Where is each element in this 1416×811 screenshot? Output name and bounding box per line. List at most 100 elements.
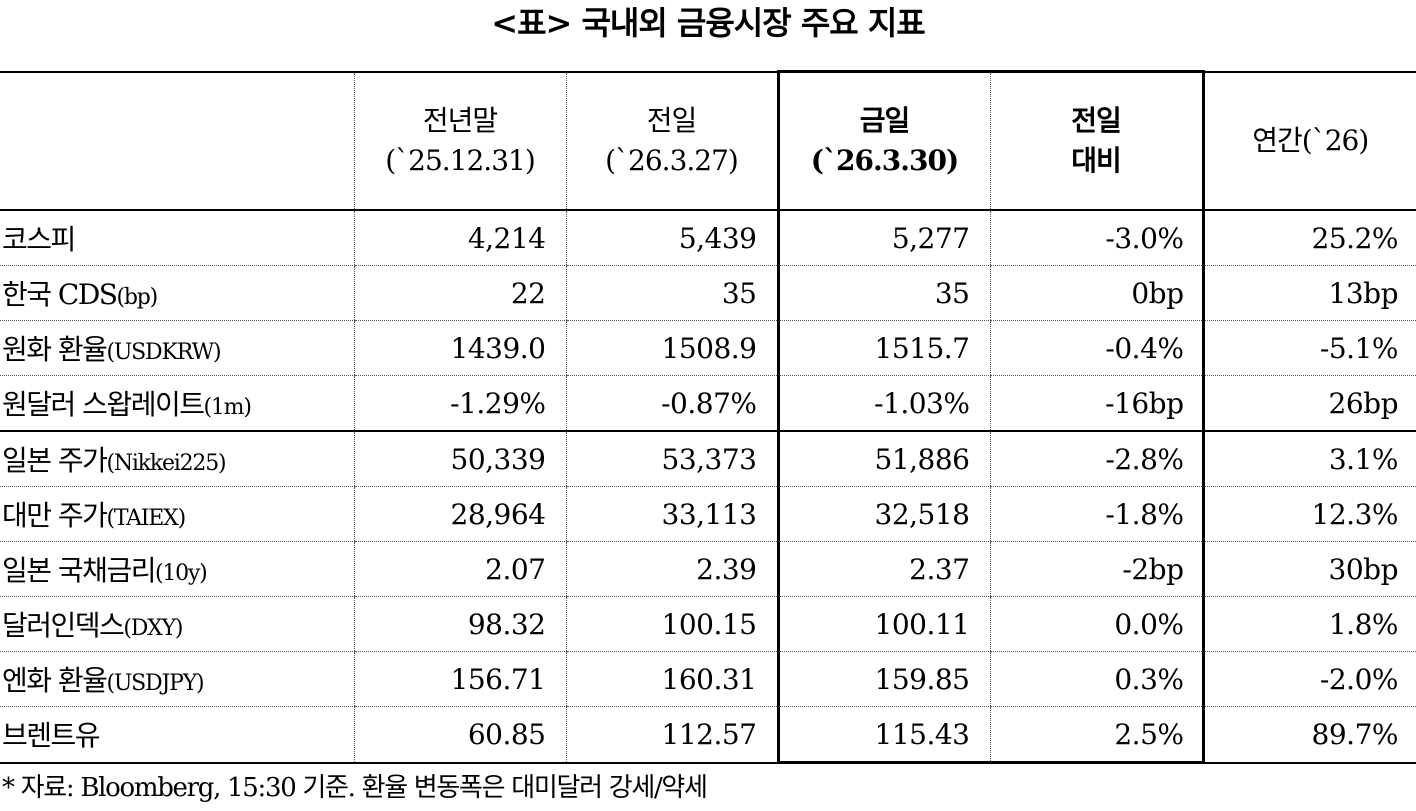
table-row: 브렌트유 60.85 112.57 115.43 2.5% 89.7% — [0, 706, 1416, 764]
cell-day-change: -0.4% — [989, 320, 1205, 376]
cell-today: 32,518 — [776, 486, 990, 542]
row-label: 대만 주가(TAIEX) — [0, 486, 354, 542]
table-header-row: 전년말 (`25.12.31) 전일 (`26.3.27) 금일 (`26.3.… — [0, 70, 1416, 211]
header-prev-day: 전일 (`26.3.27) — [565, 70, 778, 211]
cell-prev-year-end: 28,964 — [353, 486, 566, 542]
cell-day-change: 0.0% — [989, 596, 1205, 652]
cell-prev-day: 100.15 — [565, 596, 778, 652]
cell-today: 35 — [776, 265, 990, 321]
cell-day-change: -16bp — [989, 375, 1205, 432]
cell-prev-year-end: 60.85 — [353, 706, 566, 764]
row-unit: (TAIEX) — [106, 506, 186, 531]
cell-today: 100.11 — [776, 596, 990, 652]
row-label: 원화 환율(USDKRW) — [0, 320, 354, 376]
table-row: 코스피 4,214 5,439 5,277 -3.0% 25.2% — [0, 210, 1416, 266]
table-row: 한국 CDS(bp) 22 35 35 0bp 13bp — [0, 265, 1416, 321]
row-name: 대만 주가 — [2, 499, 108, 532]
cell-prev-day: 53,373 — [565, 431, 778, 487]
cell-ytd: 1.8% — [1202, 596, 1416, 652]
cell-ytd: -5.1% — [1202, 320, 1416, 376]
row-label: 브렌트유 — [0, 706, 354, 764]
table-row: 일본 주가(Nikkei225) 50,339 53,373 51,886 -2… — [0, 431, 1416, 487]
row-name: 일본 국채금리 — [2, 554, 156, 587]
table-row: 일본 국채금리(10y) 2.07 2.39 2.37 -2bp 30bp — [0, 541, 1416, 597]
row-unit: (USDJPY) — [106, 671, 204, 696]
header-ytd-line1: 연간(`26) — [1252, 123, 1369, 157]
cell-today: 1515.7 — [776, 320, 990, 376]
cell-prev-day: 2.39 — [565, 541, 778, 597]
row-unit: (Nikkei225) — [106, 451, 226, 476]
table-row: 원달러 스왑레이트(1m) -1.29% -0.87% -1.03% -16bp… — [0, 375, 1416, 432]
cell-ytd: 12.3% — [1202, 486, 1416, 542]
row-name: 원화 환율 — [2, 333, 108, 366]
header-today-line2: (`26.3.30) — [810, 144, 959, 177]
row-unit: (10y) — [154, 561, 208, 586]
cell-today: 5,277 — [776, 210, 990, 266]
header-prev-day-line2: (`26.3.27) — [605, 143, 739, 177]
financial-indicators-table: 전년말 (`25.12.31) 전일 (`26.3.27) 금일 (`26.3.… — [0, 70, 1416, 764]
cell-ytd: 13bp — [1202, 265, 1416, 321]
row-name: 코스피 — [2, 223, 76, 256]
cell-day-change: 0bp — [989, 265, 1205, 321]
row-label: 코스피 — [0, 210, 354, 266]
cell-prev-day: 5,439 — [565, 210, 778, 266]
source-footnote: * 자료: Bloomberg, 15:30 기준. 환율 변동폭은 대미달러 … — [2, 773, 708, 803]
cell-prev-year-end: 50,339 — [353, 431, 566, 487]
row-name: 원달러 스왑레이트 — [2, 388, 205, 421]
cell-prev-day: 112.57 — [565, 706, 778, 764]
table-row: 엔화 환율(USDJPY) 156.71 160.31 159.85 0.3% … — [0, 651, 1416, 707]
cell-prev-year-end: 2.07 — [353, 541, 566, 597]
cell-day-change: -3.0% — [989, 210, 1205, 266]
cell-prev-year-end: 98.32 — [353, 596, 566, 652]
cell-ytd: 25.2% — [1202, 210, 1416, 266]
header-today-line1: 금일 — [859, 104, 911, 137]
table-row: 원화 환율(USDKRW) 1439.0 1508.9 1515.7 -0.4%… — [0, 320, 1416, 376]
cell-ytd: -2.0% — [1202, 651, 1416, 707]
header-day-change: 전일 대비 — [989, 70, 1205, 211]
header-day-change-line1: 전일 — [1071, 104, 1122, 137]
row-name: 브렌트유 — [2, 719, 101, 753]
cell-prev-day: 160.31 — [565, 651, 778, 707]
cell-today: -1.03% — [776, 375, 990, 432]
cell-ytd: 3.1% — [1202, 431, 1416, 487]
row-unit: (USDKRW) — [106, 340, 221, 365]
cell-day-change: -2.8% — [989, 431, 1205, 487]
cell-prev-year-end: 22 — [353, 265, 566, 321]
cell-prev-day: 33,113 — [565, 486, 778, 542]
row-name: 엔화 환율 — [2, 664, 108, 697]
row-label: 일본 국채금리(10y) — [0, 541, 354, 597]
header-blank-cell — [0, 70, 354, 211]
header-day-change-line2: 대비 — [1071, 144, 1122, 177]
table-row: 달러인덱스(DXY) 98.32 100.15 100.11 0.0% 1.8% — [0, 596, 1416, 652]
cell-prev-day: -0.87% — [565, 375, 778, 432]
header-prev-year-end-line1: 전년말 — [422, 103, 498, 137]
header-prev-year-end: 전년말 (`25.12.31) — [353, 70, 566, 211]
table-row: 대만 주가(TAIEX) 28,964 33,113 32,518 -1.8% … — [0, 486, 1416, 542]
row-unit: (DXY) — [123, 616, 183, 641]
row-name: 달러인덱스 — [2, 609, 125, 642]
cell-ytd: 26bp — [1202, 375, 1416, 432]
row-label: 한국 CDS(bp) — [0, 265, 354, 321]
cell-today: 51,886 — [776, 431, 990, 487]
cell-day-change: -1.8% — [989, 486, 1205, 542]
header-prev-year-end-line2: (`25.12.31) — [385, 143, 536, 177]
cell-day-change: 2.5% — [989, 706, 1205, 764]
cell-prev-year-end: -1.29% — [353, 375, 566, 432]
cell-prev-day: 1508.9 — [565, 320, 778, 376]
row-name: 한국 CDS — [2, 278, 118, 311]
header-prev-day-line1: 전일 — [646, 103, 698, 137]
header-today: 금일 (`26.3.30) — [776, 70, 990, 211]
page-title: <표> 국내외 금융시장 주요 지표 — [491, 4, 925, 42]
row-unit: (1m) — [203, 395, 251, 420]
cell-day-change: -2bp — [989, 541, 1205, 597]
cell-day-change: 0.3% — [989, 651, 1205, 707]
cell-prev-day: 35 — [565, 265, 778, 321]
cell-prev-year-end: 4,214 — [353, 210, 566, 266]
header-ytd: 연간(`26) — [1202, 70, 1416, 211]
cell-today: 2.37 — [776, 541, 990, 597]
row-label: 원달러 스왑레이트(1m) — [0, 375, 354, 432]
row-label: 일본 주가(Nikkei225) — [0, 431, 354, 487]
cell-ytd: 89.7% — [1202, 706, 1416, 764]
cell-ytd: 30bp — [1202, 541, 1416, 597]
row-unit: (bp) — [116, 285, 158, 310]
